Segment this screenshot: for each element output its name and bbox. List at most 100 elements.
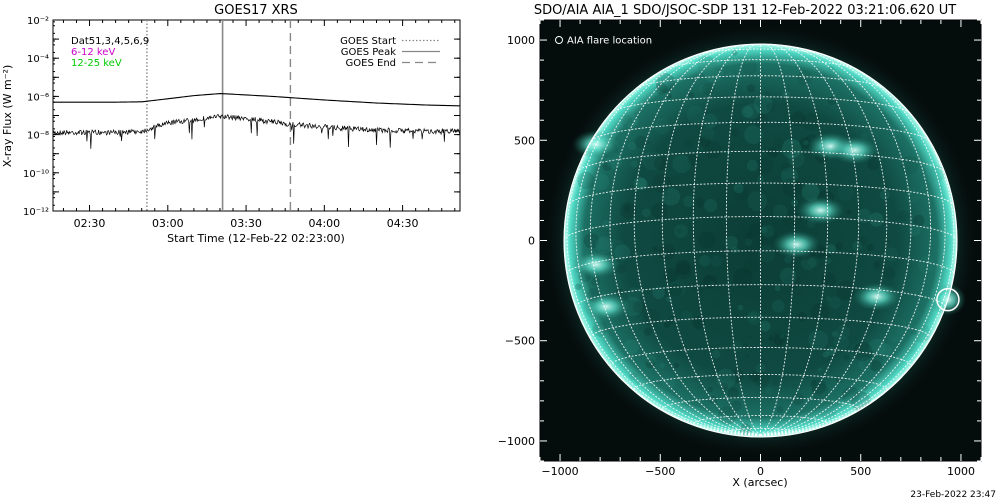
goes-x-axis-label: Start Time (12-Feb-22 02:23:00) bbox=[167, 232, 345, 245]
disk-texture-blob bbox=[781, 162, 791, 172]
disk-texture-blob bbox=[659, 362, 665, 369]
grid-line bbox=[692, 43, 761, 436]
disk-texture-blob bbox=[809, 379, 817, 387]
disk-texture-blob bbox=[898, 210, 910, 222]
aia-x-tick-label: −500 bbox=[645, 465, 675, 478]
goes-y-axis-label: X-ray Flux (W m⁻²) bbox=[1, 65, 14, 167]
disk-texture-blob bbox=[808, 330, 829, 350]
disk-texture-blob bbox=[652, 245, 659, 252]
disk-texture-blob bbox=[729, 368, 744, 383]
disk-texture-blob bbox=[692, 316, 706, 330]
disk-texture-blob bbox=[734, 186, 748, 201]
disk-texture-blob bbox=[672, 154, 691, 174]
disk-texture-blob bbox=[917, 256, 936, 274]
aia-y-tick-label: 500 bbox=[514, 134, 535, 147]
goes-series-6-12-kev bbox=[53, 93, 460, 107]
disk-texture-blob bbox=[765, 386, 773, 395]
disk-texture-blob bbox=[825, 295, 832, 302]
disk-texture-blob bbox=[715, 368, 736, 389]
disk-texture-blob bbox=[911, 329, 917, 335]
disk-texture-blob bbox=[717, 406, 737, 425]
disk-texture-blob bbox=[574, 283, 582, 291]
goes-series-12-25-kev bbox=[53, 113, 460, 149]
aia-y-tick-label: −1000 bbox=[498, 435, 535, 448]
disk-texture-blob bbox=[623, 111, 639, 128]
disk-texture-blob bbox=[821, 272, 837, 288]
goes-x-tick-label: 03:00 bbox=[152, 217, 184, 230]
disk-texture-blob bbox=[868, 338, 886, 356]
disk-texture-blob bbox=[772, 379, 779, 387]
disk-texture-blob bbox=[810, 378, 827, 395]
disk-texture-blob bbox=[614, 244, 631, 261]
disk-texture-blob bbox=[801, 183, 820, 202]
disk-texture-blob bbox=[877, 342, 892, 357]
aia-x-tick-label: −1000 bbox=[541, 465, 578, 478]
disk-texture-blob bbox=[900, 156, 919, 175]
disk-texture-blob bbox=[866, 243, 874, 252]
disk-texture-blob bbox=[820, 403, 836, 420]
disk-texture-blob bbox=[824, 257, 832, 265]
goes-y-tick-label: 10⁻¹² bbox=[23, 207, 49, 218]
disk-texture-blob bbox=[749, 223, 762, 236]
aia-y-tick-label: −500 bbox=[505, 335, 535, 348]
disk-texture-blob bbox=[732, 50, 738, 56]
disk-texture-blob bbox=[764, 91, 771, 98]
disk-texture-blob bbox=[791, 392, 805, 406]
flare-location-legend-label: AIA flare location bbox=[567, 36, 652, 47]
aia-image-title: SDO/AIA AIA_1 SDO/JSOC-SDP 131 12-Feb-20… bbox=[534, 3, 956, 18]
disk-texture-blob bbox=[831, 330, 838, 338]
grid-line bbox=[725, 43, 761, 436]
disk-texture-blob bbox=[822, 351, 829, 358]
disk-texture-blob bbox=[686, 105, 705, 124]
disk-texture-blob bbox=[779, 267, 797, 285]
grid-line bbox=[566, 79, 761, 436]
goes-marker-legend-label: GOES End bbox=[346, 58, 396, 69]
disk-texture-blob bbox=[817, 367, 823, 372]
disk-texture-blob bbox=[591, 277, 601, 287]
disk-texture-blob bbox=[704, 198, 718, 213]
disk-texture-blob bbox=[680, 310, 693, 323]
disk-texture-blob bbox=[642, 309, 661, 327]
disk-texture-blob bbox=[645, 354, 656, 365]
aia-image-panel: SDO/AIA AIA_1 SDO/JSOC-SDP 131 12-Feb-20… bbox=[498, 3, 996, 500]
aia-x-tick-label: 0 bbox=[757, 465, 764, 478]
disk-texture-blob bbox=[790, 111, 806, 126]
disk-texture-blob bbox=[633, 301, 645, 314]
disk-texture-blob bbox=[768, 330, 787, 348]
goes-x-tick-label: 04:00 bbox=[308, 217, 340, 230]
active-region bbox=[582, 292, 631, 321]
disk-texture-blob bbox=[676, 228, 682, 234]
goes-x-axis: 02:30 03:00 03:30 04:00 04:30 bbox=[62, 20, 456, 230]
disk-texture-blob bbox=[627, 287, 642, 302]
disk-texture-blob bbox=[710, 255, 723, 268]
disk-texture-blob bbox=[773, 334, 785, 346]
disk-texture-blob bbox=[662, 187, 681, 206]
disk-texture-blob bbox=[707, 386, 713, 393]
goes-x-tick-label: 02:30 bbox=[74, 217, 106, 230]
disk-texture-blob bbox=[592, 173, 610, 190]
disk-texture-blob bbox=[645, 358, 656, 369]
disk-texture-blob bbox=[606, 152, 623, 169]
disk-texture-blob bbox=[703, 62, 724, 83]
disk-texture-blob bbox=[744, 238, 753, 247]
disk-texture-blob bbox=[730, 128, 740, 138]
disk-texture-blob bbox=[779, 333, 785, 339]
disk-texture-blob bbox=[873, 261, 881, 269]
disk-texture-blob bbox=[673, 362, 680, 369]
disk-texture-blob bbox=[746, 232, 754, 240]
disk-texture-blob bbox=[711, 349, 721, 359]
disk-texture-blob bbox=[827, 96, 837, 106]
disk-texture-blob bbox=[771, 299, 785, 313]
disk-texture-blob bbox=[663, 267, 678, 283]
disk-texture-blob bbox=[836, 280, 856, 301]
disk-texture-blob bbox=[772, 204, 788, 220]
goes-series-group bbox=[53, 93, 460, 149]
goes-x-tick-label: 04:30 bbox=[387, 217, 419, 230]
disk-texture-blob bbox=[933, 183, 943, 193]
disk-texture-blob bbox=[758, 245, 776, 263]
aia-y-tick-label: 1000 bbox=[507, 34, 535, 47]
disk-texture-blob bbox=[726, 149, 732, 155]
disk-texture-blob bbox=[675, 262, 692, 280]
active-region bbox=[830, 136, 879, 165]
